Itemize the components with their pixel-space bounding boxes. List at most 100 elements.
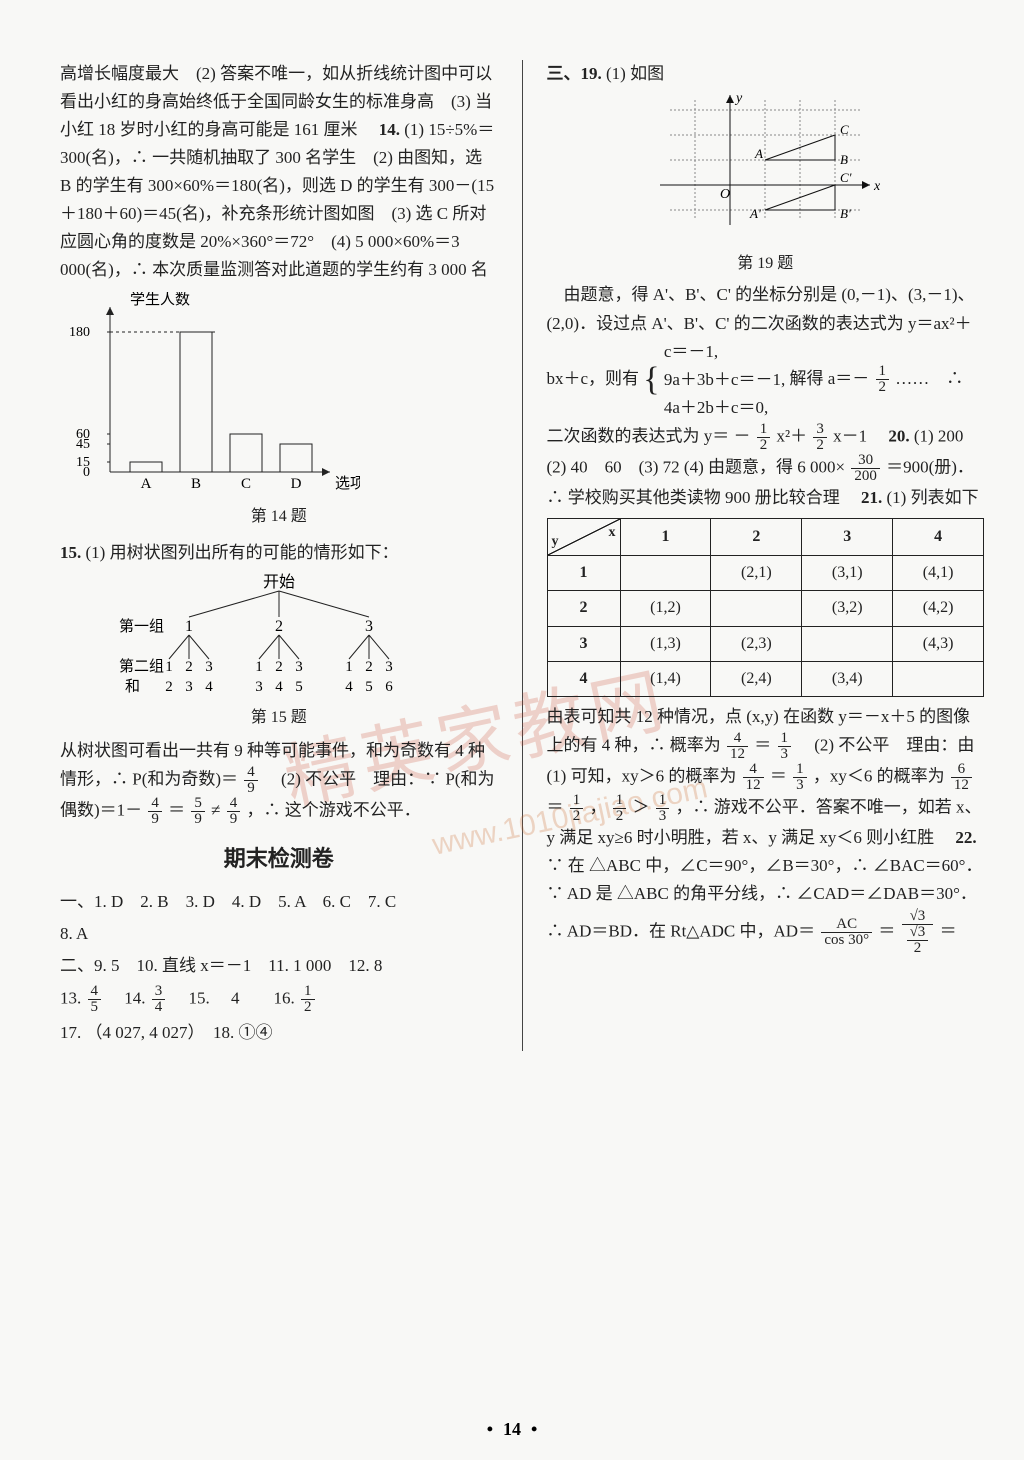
q14-text: (1) 15÷5%＝300(名)，∴ 一共随机抽取了 300 名学生 (2) 由… <box>60 120 494 279</box>
neq: ≠ <box>211 801 220 820</box>
ylabel: 学生人数 <box>130 292 190 308</box>
svg-text:1: 1 <box>345 659 353 675</box>
frac-13: 45 <box>88 984 102 1015</box>
caption-q15: 第 15 题 <box>60 705 498 731</box>
frac-4-12b: 412 <box>743 762 764 793</box>
svg-text:O: O <box>720 187 730 202</box>
col-4: 4 <box>893 518 984 555</box>
svg-text:1: 1 <box>255 659 263 675</box>
fb-line3: 17. （4 027, 4 027） 18. ①④ <box>60 1019 498 1047</box>
q15-number: 15. <box>60 543 81 562</box>
svg-text:4: 4 <box>345 679 353 695</box>
cell: (1,2) <box>620 591 711 626</box>
cell <box>802 626 893 661</box>
cell <box>711 591 802 626</box>
eq: ＝ <box>878 921 895 940</box>
diag-y: y <box>552 530 559 553</box>
svg-text:第二组: 第二组 <box>119 657 164 675</box>
svg-text:3: 3 <box>255 679 263 695</box>
frac-4-9: 49 <box>244 765 258 796</box>
table-row: 1 (2,1) (3,1) (4,1) <box>547 555 984 590</box>
svg-text:A': A' <box>749 206 761 221</box>
fb13-label: 13. <box>60 988 86 1007</box>
frac-1-3: 13 <box>778 731 792 762</box>
svg-text:B: B <box>191 476 201 492</box>
svg-text:和: 和 <box>125 678 140 695</box>
x2-plus: x²＋ <box>777 426 808 445</box>
prob-table-q21: y x 1 2 3 4 1 (2,1) (3,1) (4,1) 2 (1,2) … <box>547 518 985 698</box>
svg-text:4: 4 <box>275 679 283 695</box>
svg-text:2: 2 <box>185 659 193 675</box>
caption-q14: 第 14 题 <box>60 504 498 530</box>
cell: (4,3) <box>893 626 984 661</box>
svg-text:A: A <box>141 476 152 492</box>
svg-text:6: 6 <box>385 679 393 695</box>
svg-text:D: D <box>291 476 302 492</box>
expr-tail: x－1 <box>833 426 884 445</box>
svg-text:1: 1 <box>185 618 193 635</box>
svg-text:C': C' <box>840 170 852 185</box>
frac-half-a: 12 <box>876 364 890 395</box>
svg-text:15: 15 <box>76 455 90 470</box>
svg-text:开始: 开始 <box>263 573 295 591</box>
svg-text:60: 60 <box>76 427 90 442</box>
svg-text:3: 3 <box>185 679 193 695</box>
svg-text:5: 5 <box>365 679 373 695</box>
q21-end: ，∴ 游戏不公平．答案不唯一，如若 x、y 满足 xy≥6 时小明胜，若 x、y… <box>547 798 982 848</box>
cell: (2,4) <box>711 661 802 696</box>
frac-14: 34 <box>152 984 166 1015</box>
svg-text:2: 2 <box>275 618 283 635</box>
page-number-value: 14 <box>503 1419 521 1439</box>
frac-16: 12 <box>301 984 315 1015</box>
mc-line2: 8. A <box>60 920 498 948</box>
mid: ，xy＜6 的概率为 <box>813 767 949 786</box>
diag-cell: y x <box>547 518 620 555</box>
table-row: 4 (1,4) (2,4) (3,4) <box>547 661 984 696</box>
svg-text:3: 3 <box>295 659 303 675</box>
frac-1-2b: 12 <box>613 793 627 824</box>
cell <box>620 555 711 590</box>
gt: ＞ <box>633 798 650 817</box>
cell: (4,2) <box>893 591 984 626</box>
q21-a: (1) 列表如下 <box>887 488 979 507</box>
frac-4-9c: 49 <box>227 796 241 827</box>
frac-6-12: 612 <box>951 762 972 793</box>
sys-row-1: c＝－1, <box>664 342 718 361</box>
caption-q19: 第 19 题 <box>547 251 985 277</box>
eq: ＝ <box>547 798 564 817</box>
sys-row-3: 4a＋2b＋c＝0, <box>664 398 768 417</box>
sys-row-2: 9a＋3b＋c＝－1, <box>664 370 785 389</box>
page-number: •14• <box>0 1419 1024 1440</box>
svg-text:3: 3 <box>385 659 393 675</box>
svg-text:3: 3 <box>365 618 373 635</box>
q19-1: (1) 如图 <box>606 64 664 83</box>
row-h-4: 4 <box>547 661 620 696</box>
frac-1-3c: 13 <box>656 793 670 824</box>
cell: (1,4) <box>620 661 711 696</box>
frac-4-12: 412 <box>727 731 748 762</box>
fb-line2: 13. 45 14. 34 15. 4 16. 12 <box>60 984 498 1015</box>
fb15-16: 15. 4 16. <box>172 988 300 1007</box>
cell: (4,1) <box>893 555 984 590</box>
svg-text:y: y <box>734 91 743 106</box>
svg-text:4: 4 <box>205 679 213 695</box>
cell <box>893 661 984 696</box>
graph-q19: O x y A B C A' B' C' 第 19 题 <box>547 90 985 277</box>
tree-diagram-q15: 开始 第一组 1 2 3 第二组 1 2 3 1 <box>60 573 498 731</box>
svg-text:C: C <box>840 122 849 137</box>
cell: (1,3) <box>620 626 711 661</box>
cell: (3,1) <box>802 555 893 590</box>
svg-text:180: 180 <box>69 325 90 340</box>
frac-half: 12 <box>757 422 771 453</box>
minus-sign: － <box>734 426 751 445</box>
svg-text:A: A <box>754 146 763 161</box>
left-column: 高增长幅度最大 (2) 答案不唯一，如从折线统计图中可以看出小红的身高始终低于全… <box>60 60 508 1051</box>
svg-text:3: 3 <box>205 659 213 675</box>
svg-text:第一组: 第一组 <box>119 617 164 635</box>
svg-text:2: 2 <box>365 659 373 675</box>
svg-text:2: 2 <box>165 679 173 695</box>
svg-text:5: 5 <box>295 679 303 695</box>
frac-5-9: 59 <box>191 796 205 827</box>
q22-number: 22. <box>955 828 976 847</box>
comma: ， <box>590 798 607 817</box>
